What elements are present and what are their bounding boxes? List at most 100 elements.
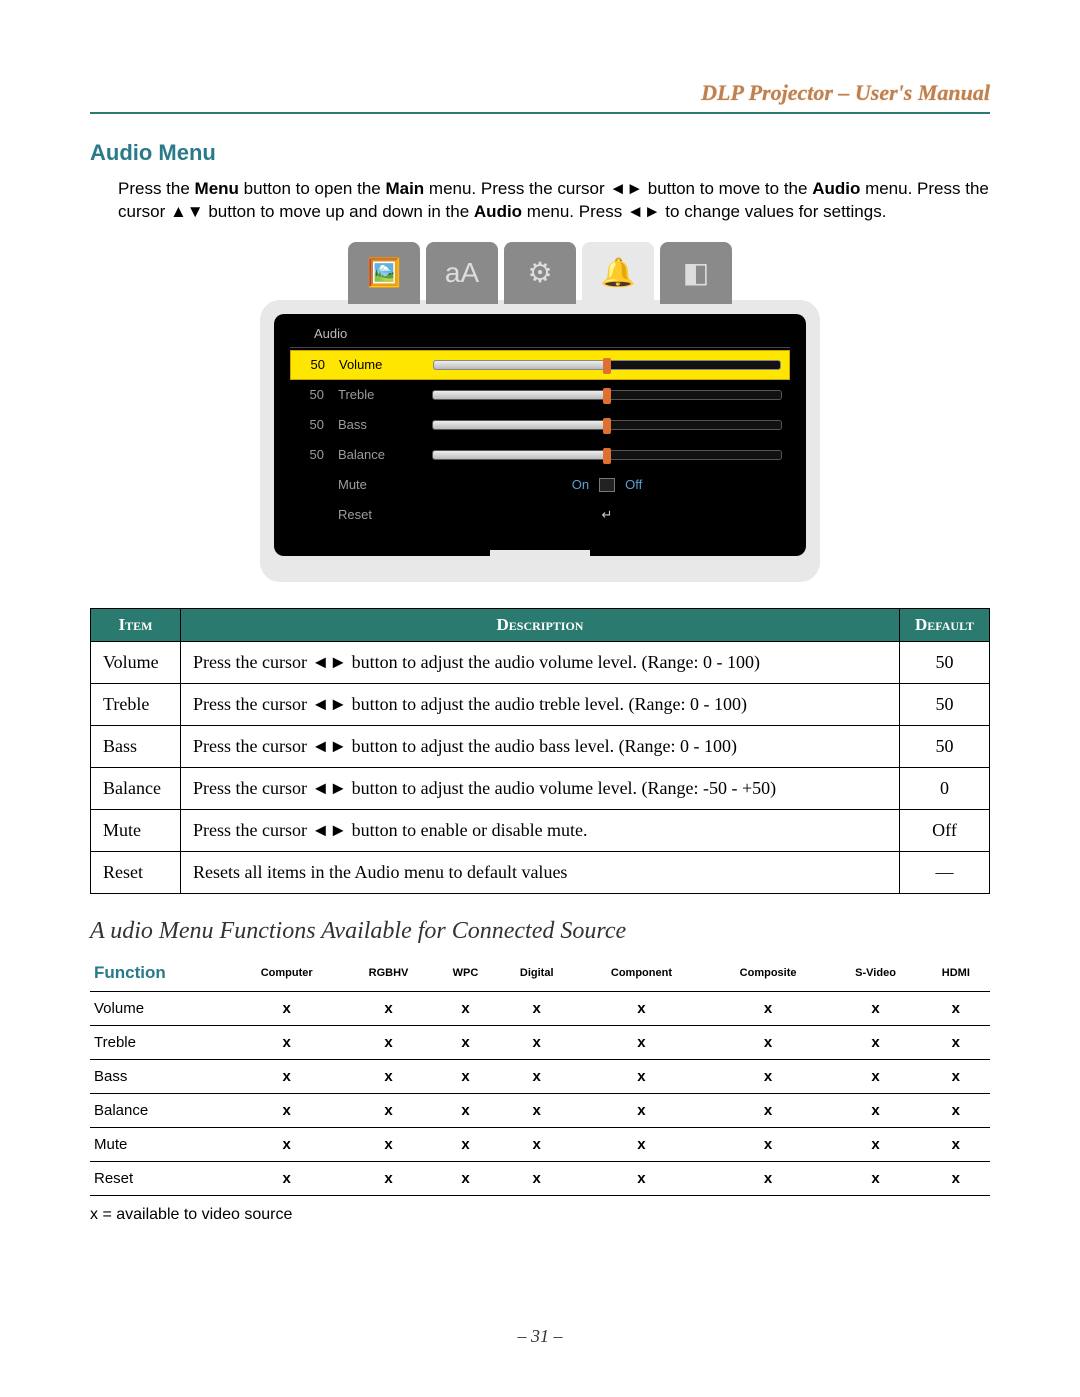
- cell-item: Mute: [91, 809, 181, 851]
- th-component: Component: [576, 955, 707, 992]
- section-heading: Audio Menu: [90, 140, 990, 166]
- cell-mark: x: [343, 1127, 433, 1161]
- table-row: Treblexxxxxxxx: [90, 1025, 990, 1059]
- cell-default: 50: [900, 725, 990, 767]
- intro-bold: Audio: [474, 202, 522, 221]
- osd-row: 50Bass: [290, 410, 790, 440]
- cell-mark: x: [434, 991, 498, 1025]
- th-desc: Description: [181, 608, 900, 641]
- cell-mark: x: [829, 991, 921, 1025]
- cell-default: 0: [900, 767, 990, 809]
- tab-icon: 🖼️: [367, 256, 402, 289]
- cell-mark: x: [230, 991, 343, 1025]
- cell-mark: x: [230, 1093, 343, 1127]
- cell-mark: x: [497, 1059, 576, 1093]
- cell-mark: x: [230, 1059, 343, 1093]
- cell-default: 50: [900, 683, 990, 725]
- cell-function: Treble: [90, 1025, 230, 1059]
- table-row: BassPress the cursor ◄► button to adjust…: [91, 725, 990, 767]
- cell-mark: x: [576, 1025, 707, 1059]
- th-digital: Digital: [497, 955, 576, 992]
- osd-tabbar: 🖼️aA⚙🔔◧: [260, 242, 820, 304]
- cell-mark: x: [707, 1025, 830, 1059]
- th-wpc: WPC: [434, 955, 498, 992]
- cell-item: Reset: [91, 851, 181, 893]
- osd-foot-notch: [490, 550, 590, 568]
- cell-mark: x: [922, 1059, 990, 1093]
- intro-text: menu. Press ◄► to change values for sett…: [522, 202, 886, 221]
- cell-mark: x: [434, 1127, 498, 1161]
- osd-mute-toggle: OnOff: [432, 477, 782, 492]
- cell-function: Reset: [90, 1161, 230, 1195]
- cell-function: Bass: [90, 1059, 230, 1093]
- th-composite: Composite: [707, 955, 830, 992]
- osd-tab: ⚙: [504, 242, 576, 304]
- osd-value: 50: [299, 357, 325, 372]
- cell-mark: x: [707, 1127, 830, 1161]
- cell-function: Volume: [90, 991, 230, 1025]
- cell-mark: x: [707, 1059, 830, 1093]
- page-number: – 31 –: [0, 1326, 1080, 1347]
- osd-row: 50 Volume: [290, 350, 790, 380]
- cell-item: Treble: [91, 683, 181, 725]
- intro-bold: Audio: [812, 179, 860, 198]
- tab-icon: aA: [445, 257, 479, 289]
- table-row: Bassxxxxxxxx: [90, 1059, 990, 1093]
- osd-value: 50: [298, 417, 324, 432]
- cell-mark: x: [343, 1025, 433, 1059]
- osd-tab: ◧: [660, 242, 732, 304]
- cell-default: Off: [900, 809, 990, 851]
- cell-item: Volume: [91, 641, 181, 683]
- osd-label: Balance: [338, 447, 418, 462]
- osd-reset-symbol: ↵: [432, 507, 782, 523]
- cell-mark: x: [497, 1127, 576, 1161]
- osd-label: Reset: [338, 507, 418, 522]
- table-row: Mutexxxxxxxx: [90, 1127, 990, 1161]
- osd-tab: 🖼️: [348, 242, 420, 304]
- cell-default: —: [900, 851, 990, 893]
- osd-slider: [432, 420, 782, 430]
- th-s-video: S-Video: [829, 955, 921, 992]
- cell-mark: x: [576, 1161, 707, 1195]
- description-table: Item Description Default VolumePress the…: [90, 608, 990, 894]
- th-function: Function: [90, 955, 230, 992]
- intro-bold: Menu: [195, 179, 239, 198]
- cell-mark: x: [343, 991, 433, 1025]
- cell-mark: x: [922, 991, 990, 1025]
- osd-label: Volume: [339, 357, 419, 372]
- cell-mark: x: [576, 1059, 707, 1093]
- th-hdmi: HDMI: [922, 955, 990, 992]
- cell-mark: x: [829, 1127, 921, 1161]
- cell-mark: x: [230, 1025, 343, 1059]
- intro-text: button to open the: [239, 179, 386, 198]
- table-row: ResetResets all items in the Audio menu …: [91, 851, 990, 893]
- cell-desc: Resets all items in the Audio menu to de…: [181, 851, 900, 893]
- cell-mark: x: [434, 1059, 498, 1093]
- table-row: Volumexxxxxxxx: [90, 991, 990, 1025]
- cell-mark: x: [497, 991, 576, 1025]
- tab-icon: ◧: [683, 256, 709, 289]
- cell-desc: Press the cursor ◄► button to adjust the…: [181, 641, 900, 683]
- th-computer: Computer: [230, 955, 343, 992]
- osd-slider: [433, 360, 781, 370]
- th-item: Item: [91, 608, 181, 641]
- osd-value: 50: [298, 387, 324, 402]
- cell-function: Balance: [90, 1093, 230, 1127]
- osd-inner: Audio 50Volume50Treble50Bass50BalanceMut…: [274, 314, 806, 556]
- cell-mark: x: [434, 1093, 498, 1127]
- cell-desc: Press the cursor ◄► button to adjust the…: [181, 767, 900, 809]
- intro-text: menu. Press the cursor ◄► button to move…: [424, 179, 812, 198]
- cell-mark: x: [230, 1161, 343, 1195]
- subheading: A udio Menu Functions Available for Conn…: [90, 918, 990, 945]
- cell-function: Mute: [90, 1127, 230, 1161]
- cell-mark: x: [343, 1161, 433, 1195]
- osd-menu-title: Audio: [290, 324, 790, 348]
- osd-label: Treble: [338, 387, 418, 402]
- table-row: BalancePress the cursor ◄► button to adj…: [91, 767, 990, 809]
- cell-mark: x: [434, 1025, 498, 1059]
- osd-row: 50 Treble: [290, 380, 790, 410]
- cell-mark: x: [829, 1161, 921, 1195]
- osd-slider: [432, 450, 782, 460]
- cell-mark: x: [707, 1161, 830, 1195]
- osd-label: Mute: [338, 477, 418, 492]
